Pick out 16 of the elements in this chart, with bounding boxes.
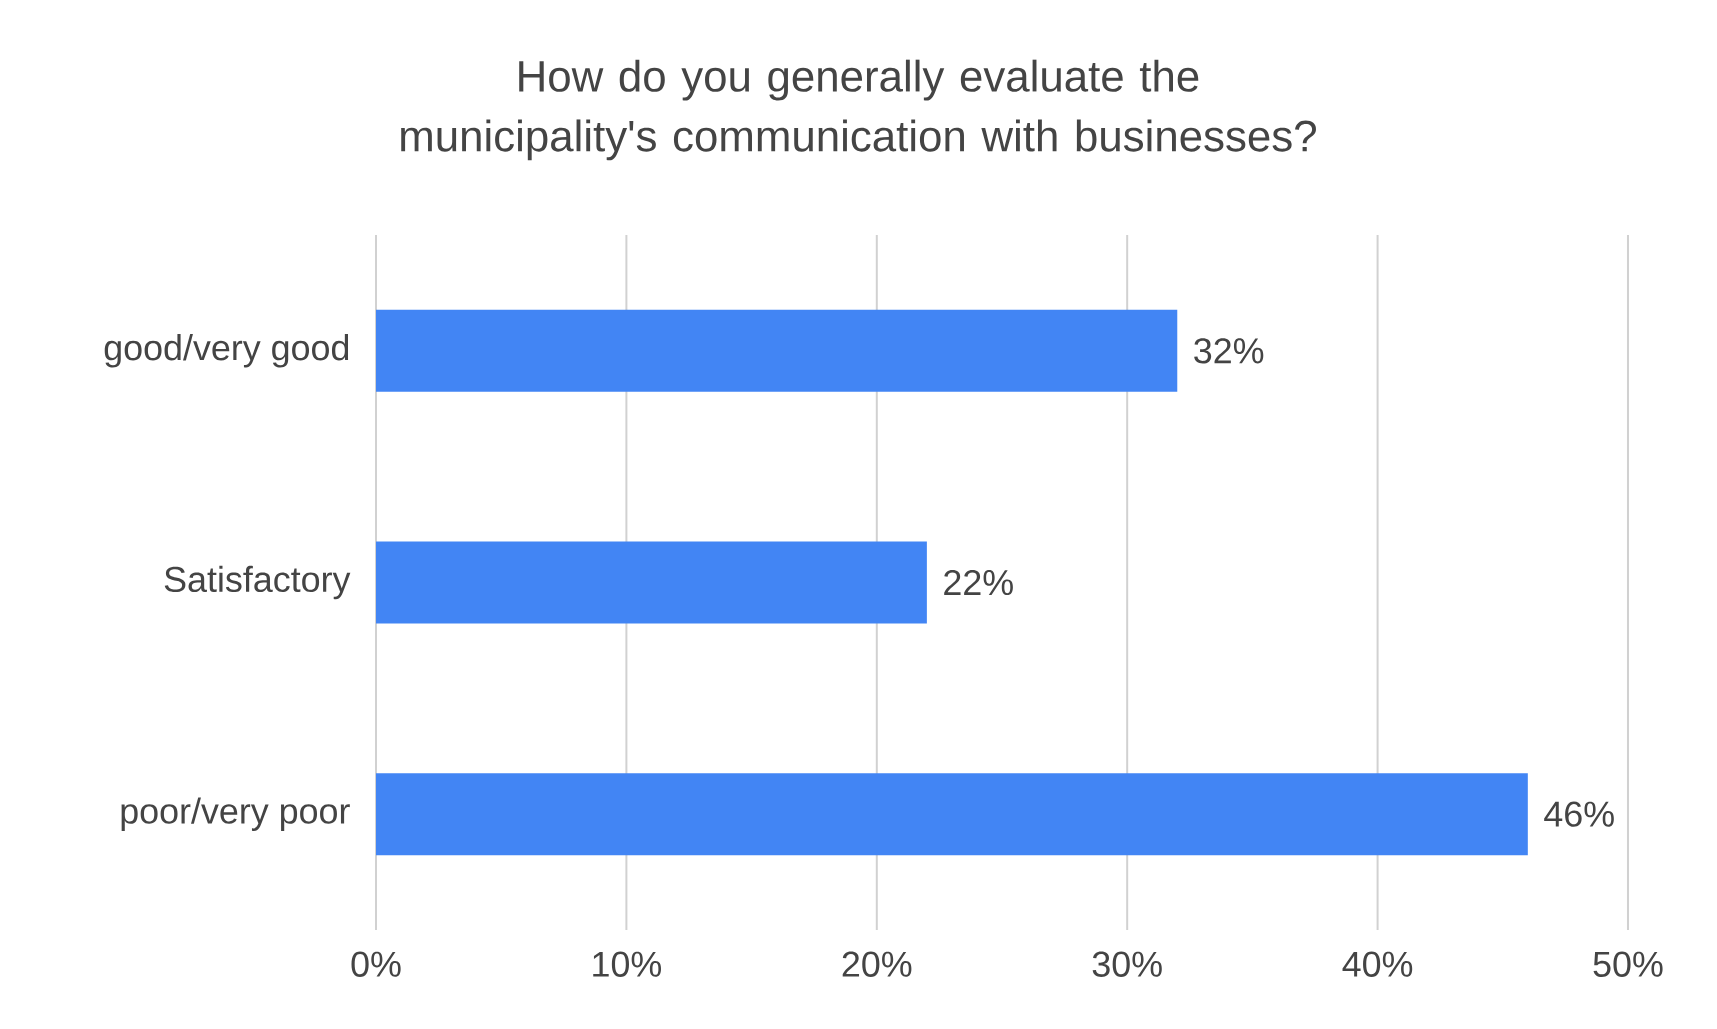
- chart-title: How do you generally evaluate the municipality's communication with businesses?: [401, 59, 1316, 161]
- x-tick-label: 0%: [351, 951, 401, 977]
- bar: [376, 773, 1528, 856]
- bar: [376, 541, 927, 624]
- data-label: 32%: [1194, 338, 1264, 364]
- y-tick-label: Satisfactory: [164, 565, 351, 600]
- bar: [376, 309, 1178, 392]
- x-tick-label: 20%: [842, 951, 912, 977]
- data-label: 22%: [944, 569, 1013, 596]
- data-label: 46%: [1544, 801, 1614, 827]
- x-tick-label: 40%: [1342, 951, 1413, 977]
- x-tick-label: 30%: [1092, 951, 1162, 977]
- y-tick-label: good/very good: [104, 334, 349, 368]
- y-tick-label: poor/very poor: [121, 797, 350, 831]
- x-tick-label: 50%: [1593, 951, 1663, 977]
- x-tick-label: 10%: [593, 951, 661, 977]
